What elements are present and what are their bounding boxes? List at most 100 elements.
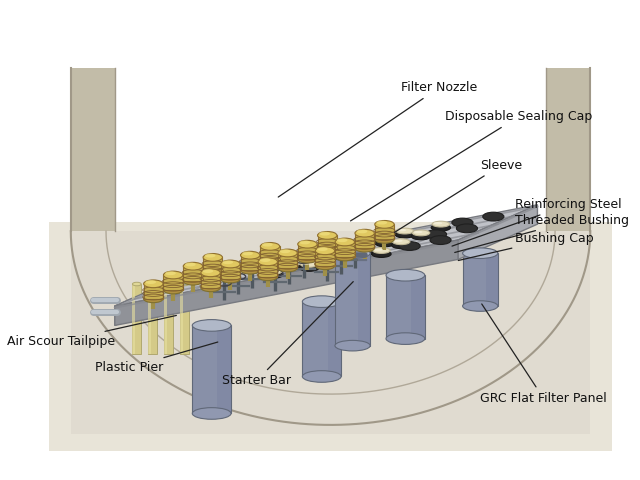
Ellipse shape	[399, 241, 420, 251]
Polygon shape	[201, 273, 220, 288]
Ellipse shape	[201, 284, 220, 292]
Ellipse shape	[316, 262, 335, 270]
Polygon shape	[547, 68, 590, 231]
Ellipse shape	[266, 269, 275, 272]
Polygon shape	[148, 284, 157, 354]
Polygon shape	[164, 284, 167, 354]
Ellipse shape	[372, 251, 391, 257]
Ellipse shape	[317, 247, 328, 251]
Ellipse shape	[335, 253, 355, 261]
Ellipse shape	[319, 232, 330, 236]
Polygon shape	[358, 253, 370, 346]
Ellipse shape	[298, 240, 317, 248]
Polygon shape	[458, 205, 538, 259]
Ellipse shape	[264, 272, 283, 278]
Ellipse shape	[324, 242, 341, 248]
Ellipse shape	[264, 268, 282, 274]
Ellipse shape	[452, 218, 473, 227]
Ellipse shape	[221, 275, 240, 283]
Ellipse shape	[303, 254, 323, 261]
Ellipse shape	[360, 235, 378, 241]
Polygon shape	[49, 222, 612, 451]
Polygon shape	[316, 251, 335, 266]
Ellipse shape	[260, 258, 271, 262]
Polygon shape	[218, 325, 231, 413]
Ellipse shape	[143, 295, 163, 303]
Ellipse shape	[337, 238, 348, 242]
Ellipse shape	[205, 254, 216, 258]
Ellipse shape	[242, 252, 253, 255]
Ellipse shape	[358, 247, 367, 249]
Ellipse shape	[386, 333, 425, 345]
Polygon shape	[180, 284, 183, 354]
Ellipse shape	[392, 239, 410, 245]
Ellipse shape	[376, 237, 394, 243]
Polygon shape	[71, 231, 590, 434]
Ellipse shape	[355, 229, 374, 237]
Ellipse shape	[260, 257, 280, 265]
Ellipse shape	[426, 230, 447, 239]
Ellipse shape	[362, 236, 370, 238]
Ellipse shape	[302, 296, 341, 308]
Polygon shape	[317, 235, 337, 251]
Ellipse shape	[302, 371, 341, 382]
Ellipse shape	[302, 262, 311, 264]
Ellipse shape	[348, 242, 362, 248]
Ellipse shape	[298, 255, 317, 263]
Ellipse shape	[394, 240, 403, 242]
Ellipse shape	[145, 280, 156, 284]
Ellipse shape	[143, 280, 163, 288]
Ellipse shape	[378, 238, 387, 240]
Ellipse shape	[163, 286, 183, 294]
Ellipse shape	[258, 258, 278, 265]
Ellipse shape	[412, 230, 429, 236]
Text: Starter Bar: Starter Bar	[222, 282, 353, 387]
Ellipse shape	[356, 229, 367, 233]
Ellipse shape	[203, 253, 223, 261]
Polygon shape	[143, 284, 163, 299]
Text: Filter Nozzle: Filter Nozzle	[278, 81, 477, 197]
Ellipse shape	[430, 236, 451, 244]
Ellipse shape	[431, 224, 451, 231]
Ellipse shape	[338, 255, 347, 258]
Ellipse shape	[221, 260, 240, 268]
Ellipse shape	[284, 263, 303, 269]
Ellipse shape	[301, 262, 318, 267]
Text: Disposable Sealing Cap: Disposable Sealing Cap	[351, 110, 592, 221]
Ellipse shape	[132, 282, 141, 286]
Polygon shape	[335, 242, 355, 257]
Polygon shape	[298, 244, 317, 259]
Ellipse shape	[339, 247, 358, 254]
Ellipse shape	[223, 260, 233, 264]
Ellipse shape	[414, 231, 422, 233]
Ellipse shape	[396, 228, 413, 234]
Polygon shape	[180, 284, 189, 354]
Ellipse shape	[359, 238, 378, 245]
Ellipse shape	[280, 249, 291, 253]
Ellipse shape	[192, 320, 231, 331]
Polygon shape	[192, 325, 231, 413]
Ellipse shape	[335, 248, 370, 259]
Ellipse shape	[148, 282, 157, 286]
Ellipse shape	[231, 268, 245, 274]
Ellipse shape	[321, 252, 338, 258]
Ellipse shape	[164, 282, 173, 286]
Ellipse shape	[319, 255, 333, 261]
Ellipse shape	[342, 245, 350, 247]
Ellipse shape	[355, 244, 374, 252]
Polygon shape	[241, 255, 260, 270]
Ellipse shape	[192, 408, 231, 419]
Polygon shape	[328, 301, 341, 376]
Ellipse shape	[260, 242, 280, 250]
Ellipse shape	[284, 260, 302, 265]
Polygon shape	[183, 266, 203, 281]
Ellipse shape	[376, 221, 387, 225]
Ellipse shape	[278, 249, 298, 257]
Text: Bushing Cap: Bushing Cap	[458, 232, 594, 261]
Ellipse shape	[165, 271, 176, 275]
Ellipse shape	[433, 222, 442, 225]
Ellipse shape	[340, 244, 358, 250]
Polygon shape	[132, 284, 135, 354]
Ellipse shape	[319, 256, 339, 263]
Polygon shape	[71, 68, 115, 231]
